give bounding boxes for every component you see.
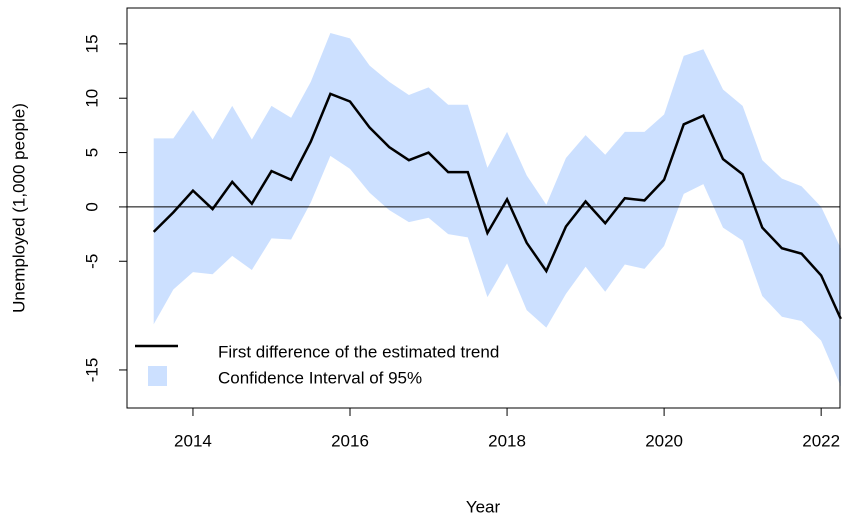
x-tick-label: 2018 <box>488 431 526 450</box>
trend-line <box>152 92 842 320</box>
y-tick-label: 10 <box>82 89 101 108</box>
x-tick-label: 2022 <box>802 431 840 450</box>
y-tick-label: 15 <box>82 34 101 53</box>
legend-label: Confidence Interval of 95% <box>218 368 422 387</box>
y-axis-label: Unemployed (1,000 people) <box>9 103 28 313</box>
legend-swatch <box>148 366 167 386</box>
x-tick-label: 2014 <box>174 431 212 450</box>
x-tick-label: 2016 <box>331 431 369 450</box>
plot-frame <box>126 7 841 409</box>
confidence-band <box>153 33 841 387</box>
x-axis-label: Year <box>466 497 501 516</box>
legend-label: First difference of the estimated trend <box>218 342 499 361</box>
y-tick-label: -15 <box>82 358 101 383</box>
y-tick-label: -5 <box>82 254 101 269</box>
y-tick-label: 0 <box>82 202 101 211</box>
y-tick-label: 5 <box>82 148 101 157</box>
x-tick-label: 2020 <box>645 431 683 450</box>
